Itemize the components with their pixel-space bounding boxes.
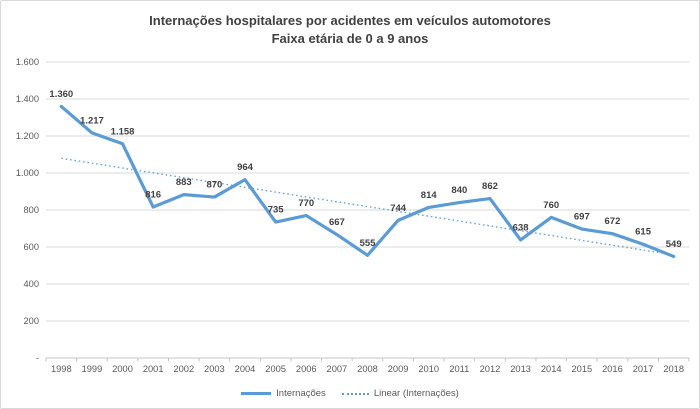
x-tick-label: 1999 <box>82 364 103 374</box>
data-point-label: 862 <box>482 181 498 192</box>
series-line-internacoes <box>59 104 676 259</box>
data-point-label: 697 <box>574 212 590 223</box>
y-tick-label: 600 <box>23 242 39 252</box>
data-point-label: 883 <box>176 177 192 188</box>
x-tick-label: 2016 <box>602 364 623 374</box>
x-tick-label: 2004 <box>235 364 256 374</box>
data-point-label: 814 <box>421 190 438 201</box>
x-tick-label: 2018 <box>663 364 684 374</box>
x-tick-label: 2003 <box>204 364 225 374</box>
y-tick-label: 800 <box>23 205 39 215</box>
y-tick-label: 1.200 <box>16 131 39 141</box>
data-point-label: 840 <box>451 185 467 196</box>
x-tick-label: 2006 <box>296 364 317 374</box>
data-point-label: 615 <box>635 227 652 238</box>
y-tick-label: 1.600 <box>16 57 39 67</box>
x-tick-label: 2014 <box>541 364 562 374</box>
data-point-label: 816 <box>145 190 161 201</box>
x-tick-label: 2011 <box>449 364 469 374</box>
y-tick-label: 400 <box>23 279 39 289</box>
legend-item-linear-internacoes: Linear (Internações) <box>341 388 459 399</box>
x-tick-label: 2005 <box>265 364 286 374</box>
x-tick-label: 2010 <box>418 364 439 374</box>
y-tick-label: 1.000 <box>16 168 39 178</box>
x-tick-label: 1998 <box>51 364 72 374</box>
data-point-label: 667 <box>329 217 345 228</box>
dotted-line-swatch-icon <box>341 392 369 395</box>
x-tick-label: 2009 <box>388 364 409 374</box>
data-point-label: 638 <box>513 222 529 233</box>
data-point-label: 770 <box>298 198 314 209</box>
x-tick-label: 2015 <box>571 364 592 374</box>
data-point-label: 555 <box>360 238 377 249</box>
data-point-label: 549 <box>666 239 682 250</box>
data-point-label: 672 <box>605 216 621 227</box>
data-point-label: 870 <box>206 180 222 191</box>
data-point-label: 735 <box>268 205 285 216</box>
x-tick-label: 2000 <box>112 364 133 374</box>
x-tick-label: 2017 <box>633 364 654 374</box>
y-tick-label: 1.400 <box>16 94 39 104</box>
x-tick-label: 2012 <box>480 364 501 374</box>
x-tick-label: 2002 <box>173 364 194 374</box>
data-point-label: 760 <box>543 200 559 211</box>
data-point-label: 964 <box>237 162 254 173</box>
x-tick-label: 2007 <box>327 364 348 374</box>
data-point-label: 744 <box>390 203 407 214</box>
y-tick-label: 200 <box>23 316 39 326</box>
data-point-label: 1.158 <box>111 126 135 137</box>
legend: Internações Linear (Internações) <box>1 388 699 399</box>
x-tick-label: 2001 <box>143 364 164 374</box>
x-tick-label: 2013 <box>510 364 531 374</box>
solid-line-swatch-icon <box>241 392 272 395</box>
x-tick-label: 2008 <box>357 364 378 374</box>
data-point-label: 1.217 <box>80 115 104 126</box>
legend-label: Internações <box>276 388 326 399</box>
legend-item-internacoes: Internações <box>241 388 326 399</box>
y-tick-label: - <box>36 353 39 363</box>
data-point-label: 1.360 <box>49 89 73 100</box>
legend-label: Linear (Internações) <box>373 388 459 399</box>
